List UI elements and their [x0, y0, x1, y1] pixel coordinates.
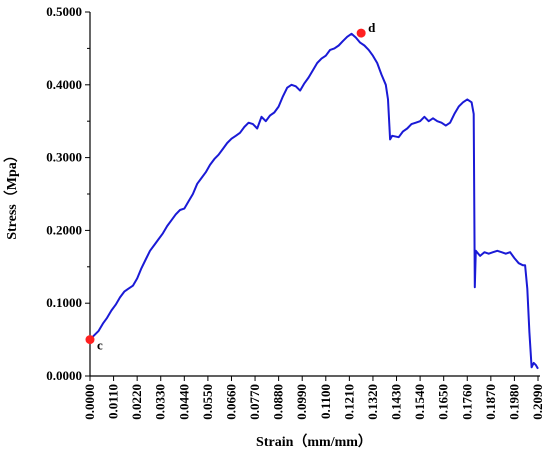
- x-tick-label: 0.0880: [271, 384, 286, 420]
- x-tick-label: 0.2090: [530, 384, 545, 420]
- y-tick-label: 0.5000: [46, 4, 82, 19]
- stress-strain-curve: [89, 32, 539, 370]
- x-tick-label: 0.0770: [247, 384, 262, 420]
- x-tick-label: 0.0330: [153, 384, 168, 420]
- x-tick-label: 0.1980: [506, 384, 521, 420]
- y-tick-label: 0.0000: [46, 368, 82, 383]
- x-tick-label: 0.1210: [341, 384, 356, 420]
- x-tick-label: 0.0110: [106, 384, 121, 419]
- point-c-label: c: [97, 338, 103, 353]
- y-tick-label: 0.3000: [46, 150, 82, 165]
- x-tick-label: 0.1870: [483, 384, 498, 420]
- y-tick-label: 0.4000: [46, 77, 82, 92]
- x-tick-label: 0.1430: [389, 384, 404, 420]
- annotation-markers: cd: [85, 20, 376, 353]
- y-axis-title: Stress（Mpa）: [4, 148, 20, 240]
- x-axis-ticks: 0.0000 0.0110 0.0220 0.0330 0.0440 0.0550 0.06…: [82, 376, 545, 420]
- x-tick-label: 0.0550: [200, 384, 215, 420]
- x-tick-label: 0.1650: [436, 384, 451, 420]
- x-axis-title: Strain（mm/mm）: [256, 434, 372, 450]
- x-tick-label: 0.1540: [412, 384, 427, 420]
- x-tick-label: 0.0660: [223, 384, 238, 420]
- x-tick-label: 0.0990: [294, 384, 309, 420]
- x-tick-label: 0.1760: [459, 384, 474, 420]
- x-tick-label: 0.1100: [318, 384, 333, 419]
- x-tick-label: 0.0000: [82, 384, 97, 420]
- point-c-marker: [85, 335, 95, 345]
- y-axis-ticks: 0.0000 0.1000 0.2000 0.3000 0.4000 0.5000: [46, 4, 90, 383]
- point-d-label: d: [368, 20, 376, 35]
- x-tick-label: 0.0220: [129, 384, 144, 420]
- x-tick-label: 0.1320: [365, 384, 380, 420]
- y-tick-label: 0.2000: [46, 222, 82, 237]
- y-tick-label: 0.1000: [46, 295, 82, 310]
- point-d-marker: [356, 28, 366, 38]
- x-tick-label: 0.0440: [176, 384, 191, 420]
